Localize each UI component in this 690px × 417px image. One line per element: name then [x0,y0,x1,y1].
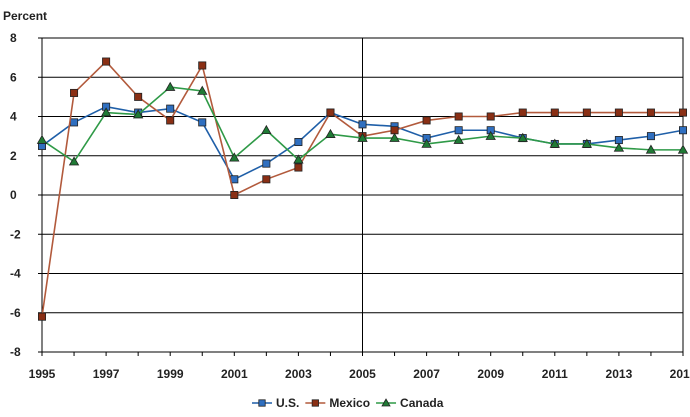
data-point-canada [197,85,208,95]
legend-label-canada: Canada [400,396,444,410]
y-tick-label: 8 [10,31,17,45]
data-point-canada [357,132,368,142]
legend-item-mexico: Mexico [305,396,370,410]
legend: U.S. Mexico Canada [252,396,444,410]
data-point-mexico [38,312,47,321]
legend-marker-us [258,399,266,407]
data-point-canada [581,138,593,148]
x-tick-label: 1995 [29,367,56,381]
data-point-mexico [230,190,239,199]
data-point-mexico [679,108,688,117]
data-point-us [454,126,463,135]
data-point-mexico [326,108,335,117]
data-point-canada [677,144,689,154]
data-point-canada [421,138,432,148]
data-point-canada [36,134,48,144]
data-point-mexico [262,175,271,184]
series-group [36,57,689,321]
data-point-canada [549,138,560,148]
data-point-us [294,138,303,147]
y-tick-label: 6 [10,70,17,84]
data-point-mexico [646,108,655,117]
data-point-mexico [390,126,399,135]
data-point-canada [645,144,657,154]
data-point-canada [68,156,80,166]
y-tick-label: 2 [10,149,17,163]
data-point-mexico [294,163,303,172]
y-tick-label: -8 [10,345,21,359]
y-tick-label: 4 [10,110,17,124]
data-point-us [166,104,175,113]
data-point-mexico [614,108,623,117]
data-point-canada [261,124,272,135]
data-point-canada [229,152,240,162]
data-point-mexico [134,92,143,101]
x-axis-ticks: 1995 1997 1999 2001 2003 2005 2007 2009 2011 2013… [29,352,690,381]
series-canada [36,81,689,166]
x-tick-label: 2005 [349,367,376,381]
data-point-mexico [422,116,431,125]
x-tick-label: 2009 [477,367,504,381]
x-tick-label: 2013 [606,367,633,381]
x-tick-label: 2007 [413,367,440,381]
y-tick-label: -6 [10,306,21,320]
data-point-canada [325,128,336,138]
data-point-mexico [454,112,463,121]
legend-marker-canada [381,398,391,407]
y-axis-ticks: 8 6 4 2 0 -2 -4 -6 -8 [10,31,42,359]
data-point-mexico [486,112,495,121]
data-point-mexico [70,88,79,97]
x-tick-label: 2003 [285,367,312,381]
legend-label-mexico: Mexico [329,396,370,410]
data-point-us [679,126,688,135]
data-point-us [70,118,79,127]
data-point-mexico [166,116,175,125]
data-point-canada [293,154,304,164]
data-point-mexico [518,108,527,117]
data-point-canada [453,134,464,144]
legend-item-canada: Canada [376,396,444,410]
y-axis-title: Percent [3,9,47,23]
legend-item-us: U.S. [252,396,299,410]
x-tick-label: 2011 [542,367,568,381]
y-tick-label: -4 [10,267,21,281]
x-tick-label: 2015 [670,367,690,381]
y-tick-label: -2 [10,227,21,241]
x-tick-label: 1999 [157,367,184,381]
data-point-mexico [102,57,111,66]
data-point-us [614,136,623,145]
data-point-canada [100,107,112,117]
data-point-us [646,132,655,141]
x-tick-label: 1997 [93,367,120,381]
data-point-mexico [550,108,559,117]
data-point-canada [132,109,144,119]
data-point-us [262,159,271,168]
data-point-mexico [582,108,591,117]
data-point-us [358,120,367,129]
x-tick-label: 2001 [221,367,248,381]
data-point-canada [165,81,176,91]
data-point-mexico [198,61,207,70]
data-point-canada [613,142,625,152]
y-tick-label: 0 [10,188,17,202]
legend-marker-mexico [311,399,319,407]
data-point-canada [485,130,496,140]
data-point-canada [517,132,528,142]
legend-label-us: U.S. [276,396,299,410]
data-point-canada [389,132,400,142]
data-point-us [198,118,207,127]
